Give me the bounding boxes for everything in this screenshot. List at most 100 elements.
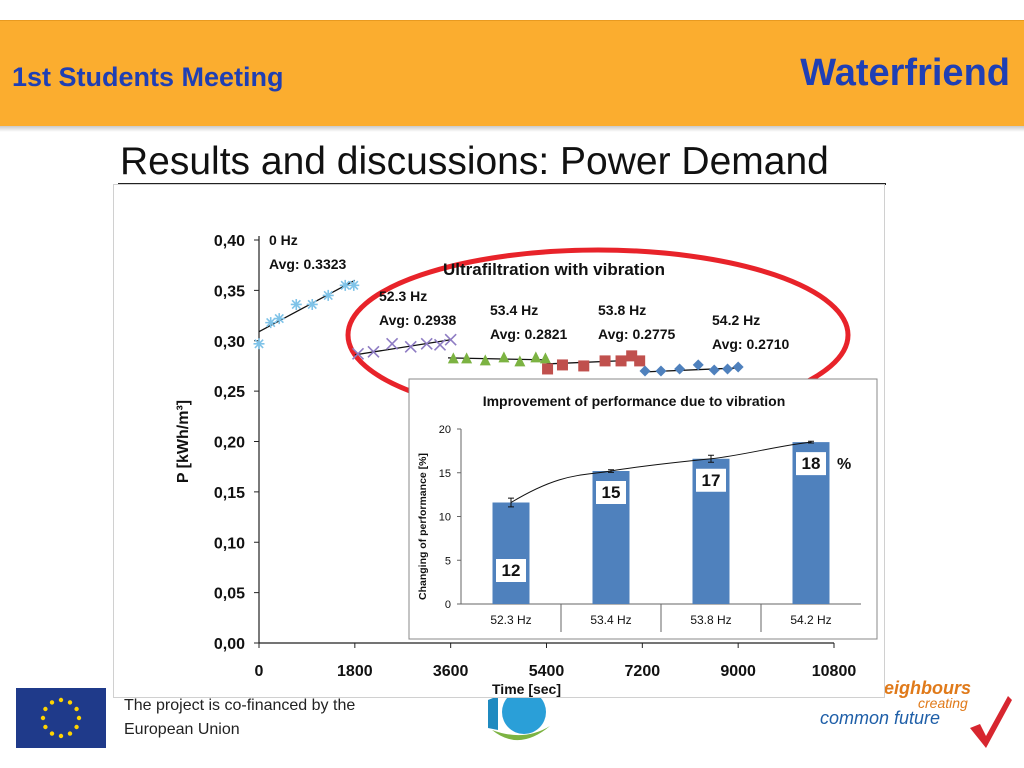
data-point: [639, 365, 651, 377]
data-point: [348, 279, 360, 291]
inset-y-tick-label: 5: [445, 555, 451, 567]
eu-star-icon: [49, 700, 55, 705]
eu-star-icon: [58, 697, 64, 703]
trend-line: [258, 279, 356, 333]
bar-value-label-bg: [696, 468, 726, 492]
data-point: [692, 359, 704, 371]
series-label: 0 Hz: [269, 232, 298, 248]
eu-star-icon: [58, 733, 64, 739]
inset-category-label: 53.8 Hz: [690, 613, 731, 627]
checkmark-icon: [970, 696, 1012, 748]
header-shadow: [0, 126, 1024, 132]
data-point: [404, 340, 417, 353]
inset-title: Improvement of performance due to vibrat…: [483, 393, 786, 409]
data-point: [479, 354, 491, 366]
data-point: [722, 363, 734, 375]
chart-frame: 0,00 0,05 0,10 0,15 0,20 0,25 0,30 0,35 0,40 0 180…: [113, 184, 885, 698]
data-point: [367, 345, 380, 358]
x-tick-label: 7200: [625, 663, 661, 680]
y-tick-label: 0,15: [214, 485, 245, 502]
eu-star-icon: [49, 731, 55, 736]
header-bar: [0, 20, 1024, 128]
bar-unit-label: %: [837, 456, 851, 473]
trend-line: [447, 357, 547, 361]
data-point: [322, 289, 334, 301]
data-point: [498, 351, 510, 363]
data-point: [514, 355, 526, 367]
x-tick-label: 10800: [812, 663, 857, 680]
eu-star-icon: [43, 706, 48, 712]
data-point: [386, 337, 399, 350]
inset-y-tick-label: 0: [445, 599, 451, 611]
bar-value-label: 18: [802, 454, 821, 473]
series-avg-label: Avg: 0.2938: [379, 312, 457, 328]
eu-star-icon: [67, 731, 73, 736]
slogan-line-3: common future: [820, 708, 941, 728]
data-point: [306, 298, 318, 310]
x-tick-label: 3600: [433, 663, 469, 680]
inset-y-tick-label: 15: [439, 468, 451, 480]
series-avg-label: Avg: 0.2775: [598, 326, 676, 342]
data-point: [265, 317, 277, 329]
data-point: [273, 313, 285, 325]
partner-logo: [484, 690, 554, 750]
y-tick-label: 0,05: [214, 586, 245, 603]
power-demand-chart: 0,000,050,100,150,200,250,300,350,400 180…: [175, 232, 878, 697]
trend-line: [354, 339, 451, 356]
series-52-3-Hz: [351, 333, 457, 360]
series-avg-label: Avg: 0.2821: [490, 326, 568, 342]
data-point: [556, 359, 568, 371]
data-point: [253, 338, 265, 350]
series-label: 53.8 Hz: [598, 302, 646, 318]
eu-star-icon: [76, 715, 82, 721]
slogan-logo: eighbours creating common future: [818, 676, 1018, 756]
series-54-2-Hz: [639, 359, 744, 377]
y-tick-label: 0,20: [214, 435, 245, 452]
series-53-4-Hz: [447, 351, 551, 367]
bar: [492, 502, 530, 604]
eu-flag-logo: [16, 688, 106, 748]
eu-text-line-1: The project is co-financed by the: [124, 697, 356, 714]
bar-value-label-bg: [596, 481, 626, 504]
data-point: [655, 365, 667, 377]
series-label: 53.4 Hz: [490, 302, 538, 318]
data-point: [599, 355, 611, 367]
slogan-line-1: eighbours: [884, 678, 972, 698]
inset-category-label: 52.3 Hz: [490, 613, 531, 627]
data-point: [351, 347, 365, 360]
data-point: [420, 337, 433, 350]
data-point: [539, 352, 551, 364]
inset-category-label: 53.4 Hz: [590, 613, 631, 627]
inset-y-axis-title: Changing of performance [%]: [417, 453, 429, 600]
data-point: [615, 355, 627, 367]
series-avg-label: Avg: 0.3323: [269, 256, 347, 272]
y-tick-label: 0,25: [214, 384, 245, 401]
series-0-Hz: [253, 279, 360, 350]
data-point: [542, 363, 554, 375]
data-point: [461, 352, 473, 364]
bar-value-label-bg: [796, 452, 826, 476]
meeting-title: 1st Students Meeting: [12, 62, 284, 92]
eu-star-icon: [74, 706, 79, 712]
data-point: [626, 350, 638, 362]
inset-category-label: 54.2 Hz: [790, 613, 831, 627]
bar-value-label: 12: [502, 561, 521, 580]
series-53-8-Hz: [542, 350, 646, 375]
data-point: [578, 360, 590, 372]
eu-star-icon: [74, 724, 79, 730]
slogan-line-2: creating: [918, 695, 968, 711]
y-tick-label: 0,30: [214, 334, 245, 351]
y-tick-label: 0,10: [214, 535, 245, 552]
inset-y-tick-label: 20: [439, 424, 451, 436]
bar-value-label: 17: [702, 471, 721, 490]
x-tick-label: 1800: [337, 663, 373, 680]
data-point: [447, 352, 459, 364]
bar-value-label-bg: [496, 559, 526, 582]
inset-trend-curve: [510, 441, 812, 503]
data-point: [530, 351, 542, 363]
data-point: [732, 361, 744, 373]
brand-title: Waterfriend: [800, 52, 1010, 94]
eu-star-icon: [67, 700, 73, 705]
data-point: [444, 333, 457, 346]
inset-y-tick-label: 10: [439, 512, 451, 524]
